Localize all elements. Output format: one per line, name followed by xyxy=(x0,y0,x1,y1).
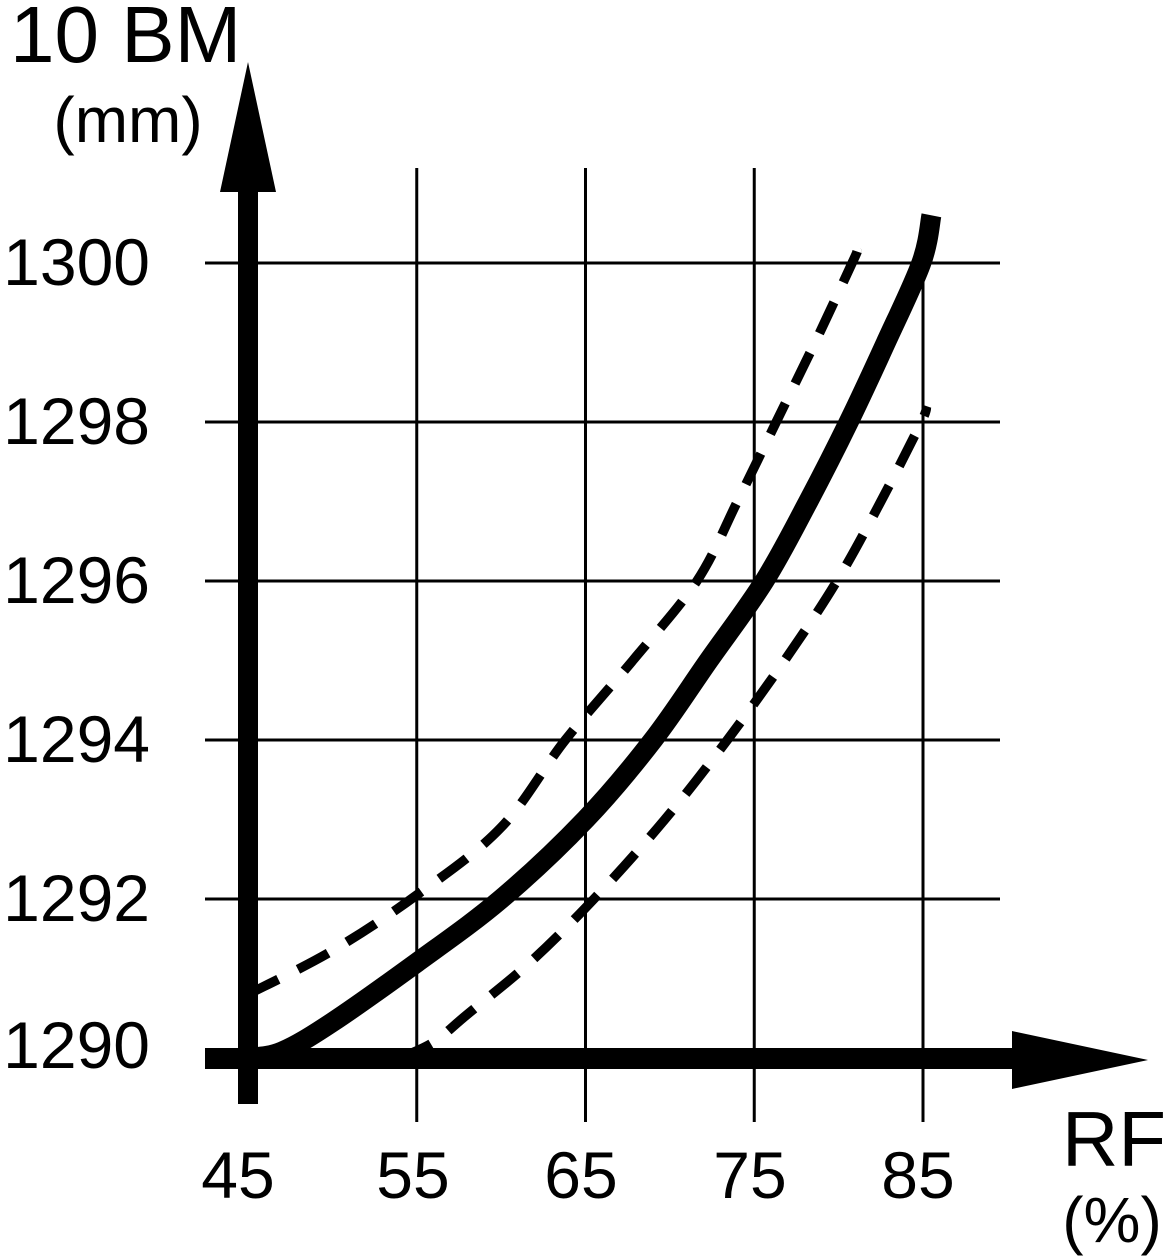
x-axis-shaft xyxy=(205,1048,1012,1069)
y-axis-unit: (mm) xyxy=(53,84,202,156)
x-axis xyxy=(205,1031,1148,1089)
x-axis-unit: (%) xyxy=(1062,1184,1162,1256)
y-tick-label: 1296 xyxy=(3,543,150,617)
gridlines xyxy=(205,168,1000,1122)
x-tick-label: 65 xyxy=(544,1138,617,1212)
x-axis-arrowhead-icon xyxy=(1012,1031,1148,1089)
main-curve xyxy=(246,213,942,1068)
y-tick-label: 1294 xyxy=(3,702,150,776)
lower-tolerance-curve xyxy=(397,404,932,1063)
y-tick-label: 1298 xyxy=(3,384,150,458)
y-axis-shaft xyxy=(238,182,258,1104)
y-axis-arrowhead-icon xyxy=(220,62,276,192)
y-axis-title: 10 BM xyxy=(10,0,241,79)
y-tick-label: 1292 xyxy=(3,861,150,935)
y-axis xyxy=(220,62,276,1104)
upper-tolerance-curve xyxy=(245,246,862,999)
x-tick-label: 55 xyxy=(376,1138,449,1212)
y-tick-label: 1290 xyxy=(3,1008,150,1082)
x-axis-title: RF xyxy=(1062,1095,1164,1183)
x-tick-label: 85 xyxy=(881,1138,954,1212)
y-tick-label: 1300 xyxy=(3,225,150,299)
x-tick-label: 45 xyxy=(201,1138,274,1212)
x-tick-label: 75 xyxy=(713,1138,786,1212)
